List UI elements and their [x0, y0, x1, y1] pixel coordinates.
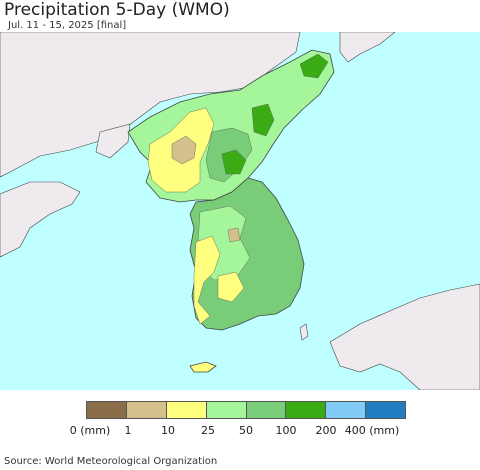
legend-label: 0 (mm): [69, 424, 111, 437]
legend-label: 200: [315, 424, 337, 437]
shandong-peninsula: [0, 181, 81, 258]
mainland-china-area: [0, 32, 301, 178]
legend-label: 25: [201, 424, 215, 437]
tsushima-island: [299, 323, 309, 341]
page-title: Precipitation 5-Day (WMO): [4, 0, 230, 20]
nk-east-heavy-area: [299, 53, 329, 79]
legend-label: 100: [275, 424, 297, 437]
legend-swatch-5: [286, 402, 327, 418]
legend-label: 10: [161, 424, 175, 437]
russia-coast: [339, 32, 396, 63]
legend-label: 1: [124, 424, 132, 437]
legend-label: 400 (mm): [344, 424, 400, 437]
jeju-island: [189, 361, 217, 373]
legend-swatch-1: [126, 402, 167, 418]
legend-swatch-7: [366, 402, 405, 418]
date-range-subtitle: Jul. 11 - 15, 2025 [final]: [8, 20, 127, 31]
legend-labels: 0 (mm) 1 10 25 50 100 200 400 (mm): [0, 424, 480, 440]
precipitation-legend: [86, 401, 406, 419]
legend-swatch-6: [326, 402, 367, 418]
japan-kyushu-honshu: [329, 283, 480, 390]
sk-tan-area: [227, 227, 241, 243]
legend-swatch-0: [87, 402, 127, 418]
legend-swatch-2: [166, 402, 207, 418]
legend-label: 50: [239, 424, 253, 437]
nk-heavy-rain-area: [251, 103, 275, 137]
legend-swatch-4: [246, 402, 287, 418]
precipitation-map: [0, 32, 480, 390]
source-credit: Source: World Meteorological Organizatio…: [4, 456, 218, 467]
sk-central-dry-area: [217, 271, 245, 303]
liaodong-peninsula: [95, 123, 131, 159]
nk-tan-area: [171, 135, 197, 165]
sk-west-dry-area: [193, 235, 221, 325]
legend-swatch-3: [206, 402, 247, 418]
nk-coast-heavy-area: [221, 149, 247, 175]
